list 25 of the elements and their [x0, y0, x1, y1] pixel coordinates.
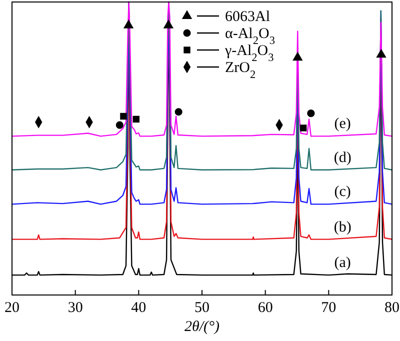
legend-label: ZrO$_{2}$ [225, 60, 256, 81]
series-label: (d) [334, 150, 352, 166]
point [132, 116, 140, 123]
point [123, 20, 134, 28]
series-label: (c) [334, 184, 351, 200]
point [163, 20, 174, 28]
x-tick-label: 40 [131, 300, 146, 316]
x-tick-label: 30 [68, 300, 83, 316]
x-tick-label: 50 [194, 300, 210, 316]
legend-label: 6063Al [225, 9, 270, 25]
point [116, 121, 124, 129]
x-tick-label: 60 [258, 300, 273, 316]
point [376, 48, 386, 58]
x-tick-label: 80 [384, 300, 400, 316]
x-tick-label: 20 [4, 300, 20, 316]
series-label: (b) [334, 219, 352, 236]
series-label: (a) [334, 255, 351, 272]
x-tick-label: 70 [321, 300, 336, 316]
point [292, 52, 303, 61]
series-label: (e) [334, 116, 351, 132]
x-axis-title: 2θ/(°) [184, 319, 220, 335]
point [307, 110, 315, 118]
point [120, 112, 127, 120]
point [300, 124, 307, 132]
point [174, 108, 182, 116]
